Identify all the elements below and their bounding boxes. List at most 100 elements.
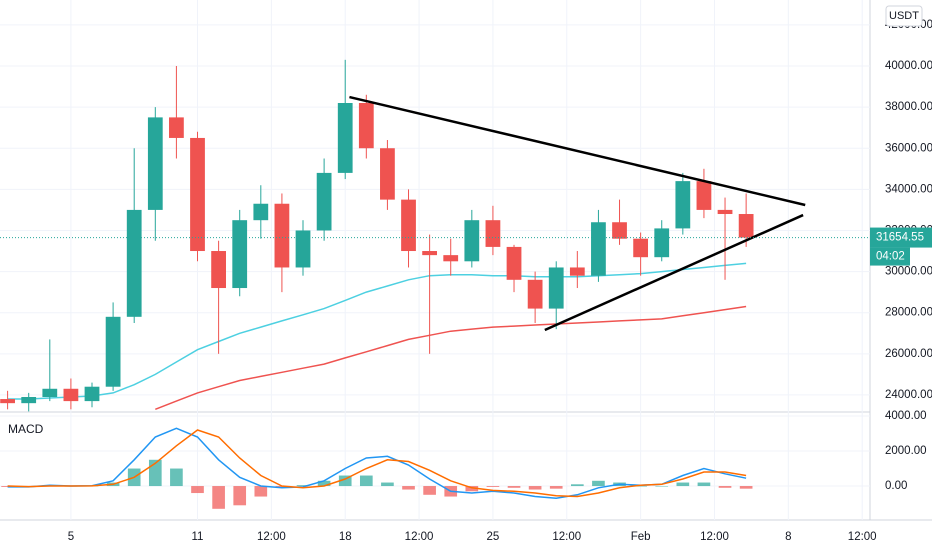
candle-body (527, 279, 543, 309)
y-tick-label: 28000.00 (885, 307, 932, 319)
candle-body (295, 230, 311, 268)
candle-body (464, 220, 480, 262)
candle-body (169, 117, 184, 138)
signal-line (7, 429, 747, 498)
candle-body (211, 251, 226, 289)
y-tick-label: 36000.00 (885, 142, 932, 154)
moving-average (7, 262, 747, 400)
histogram-bar (465, 486, 479, 492)
candle-body (42, 388, 58, 397)
trendline (544, 213, 804, 332)
candle-body (485, 220, 501, 247)
x-tick-label: 12:00 (700, 531, 729, 543)
candle-body (401, 199, 416, 252)
candle-body (358, 103, 374, 149)
candle-body (126, 209, 142, 317)
histogram-bar (697, 482, 711, 487)
last-price-label: 31654.55 (876, 232, 924, 244)
y-tick-label: 40000.00 (885, 60, 932, 72)
candle-body (548, 267, 564, 309)
histogram-bar (528, 486, 542, 490)
histogram-bar (423, 486, 436, 495)
histogram-bar (486, 486, 500, 487)
y-tick-label: 0.00 (885, 480, 907, 492)
currency-box[interactable] (885, 5, 923, 27)
y-tick-label: 34000.00 (885, 183, 932, 195)
histogram-bar (338, 475, 352, 487)
histogram-bar (570, 484, 584, 487)
x-tick-label: 12:00 (257, 531, 286, 543)
candle-body (21, 396, 37, 404)
macd-line (7, 427, 747, 500)
histogram-bar (718, 486, 732, 488)
x-tick-label: 25 (487, 531, 500, 543)
countdown-box (870, 247, 910, 266)
histogram-bar (254, 486, 268, 497)
y-tick-label: 2000.00 (885, 445, 927, 457)
y-tick-label: 4000.00 (885, 410, 927, 422)
candle-body (337, 103, 353, 173)
histogram-bar (549, 486, 563, 489)
candle-body (105, 316, 121, 387)
histogram-bar (739, 486, 753, 489)
candle-body (253, 203, 269, 221)
candle-body (717, 209, 733, 215)
histogram-bar (592, 480, 605, 487)
candle-body (591, 222, 606, 276)
candle-body (738, 214, 754, 238)
countdown: 04:02 (876, 251, 905, 263)
histogram-bar (634, 486, 647, 487)
histogram-bar (212, 486, 225, 509)
candle-body (380, 148, 395, 200)
candle-body (569, 267, 585, 276)
histogram-bar (296, 485, 310, 487)
histogram-bar (381, 482, 394, 487)
candle-body (612, 222, 627, 239)
histogram-bar (359, 475, 373, 487)
histogram-bar (402, 486, 415, 490)
y-tick-label: 30000.00 (885, 266, 932, 278)
histogram-bar (170, 468, 183, 487)
y-tick-label: 38000.00 (885, 101, 932, 113)
x-tick-label: 8 (785, 531, 791, 543)
y-tick-label: 26000.00 (885, 348, 932, 360)
histogram-bar (148, 459, 162, 487)
x-tick-label: 18 (339, 531, 352, 543)
candle-body (232, 220, 248, 289)
x-tick-label: 11 (192, 531, 204, 543)
candle-body (0, 399, 15, 404)
x-tick-label: Feb (631, 531, 651, 543)
histogram-bar (507, 486, 521, 488)
x-tick-label: 12:00 (552, 531, 581, 543)
histogram-bar (233, 486, 247, 506)
candle-body (190, 137, 205, 252)
candle-body (633, 238, 649, 258)
indicator-title: MACD (8, 422, 44, 436)
currency: USDT (889, 10, 919, 22)
candle-body (274, 203, 290, 268)
histogram-bar (191, 486, 204, 494)
candle-body (84, 386, 100, 402)
moving-average (155, 305, 747, 410)
candle-body (316, 172, 332, 231)
candle-body (675, 181, 691, 229)
histogram-bar (317, 480, 331, 487)
histogram-bar (275, 486, 289, 488)
last-price-box (870, 227, 932, 248)
x-tick-label: 5 (68, 531, 74, 543)
y-tick-label: 24000.00 (885, 389, 932, 401)
trendline (349, 95, 806, 207)
histogram-bar (676, 482, 690, 487)
histogram-bar (655, 486, 669, 487)
candle-body (63, 388, 79, 402)
candle-body (654, 228, 670, 258)
candle-body (443, 255, 459, 262)
candle-body (422, 251, 438, 256)
candle-body (147, 117, 163, 210)
x-tick-label: 12:00 (405, 531, 434, 543)
x-tick-label: 12:00 (848, 531, 877, 543)
candle-body (696, 181, 712, 210)
candle-body (506, 246, 522, 280)
